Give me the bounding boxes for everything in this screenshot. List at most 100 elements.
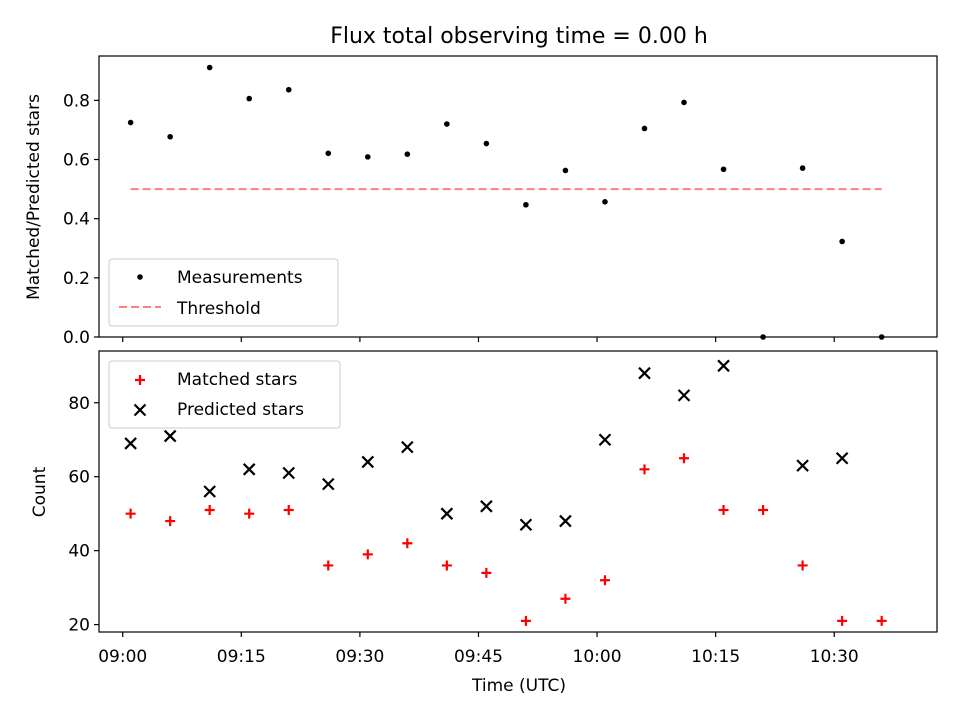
y-axis-ticks: 20 40 60 80	[68, 394, 99, 636]
predicted-stars-point	[242, 463, 256, 476]
y-tick-label: 60	[68, 468, 90, 488]
matched-stars-point	[204, 504, 215, 515]
y-tick-label: 40	[68, 542, 90, 562]
matched-stars-point	[758, 504, 769, 515]
star-count-marks	[124, 359, 887, 626]
measurements-point	[285, 86, 292, 93]
y-tick-label: 0.0	[63, 328, 90, 348]
matched-stars-point	[441, 560, 452, 571]
legend-marker-measurements	[137, 274, 143, 280]
y-tick-label: 0.6	[63, 151, 90, 171]
matched-stars-point	[599, 575, 610, 586]
matched-stars-point	[837, 615, 848, 626]
matched-stars-point	[639, 464, 650, 475]
measurements-point	[206, 64, 213, 71]
legend-x-icon	[133, 403, 147, 417]
measurements-point	[167, 133, 173, 140]
legend-marker-matched-stars	[135, 375, 145, 385]
predicted-stars-point	[480, 500, 493, 513]
plot-frame	[98, 350, 938, 633]
measurements-point	[641, 125, 648, 132]
predicted-stars-point	[677, 389, 691, 402]
predicted-stars-point	[124, 437, 137, 450]
measurements-point	[325, 150, 332, 157]
legend-label: Predicted stars	[177, 400, 304, 420]
matched-stars-point	[560, 593, 571, 604]
matched-stars-point	[876, 615, 887, 626]
matched-stars-point	[679, 453, 690, 464]
matched-stars-point	[244, 508, 255, 519]
predicted-stars-point	[598, 433, 612, 447]
measurements-point	[681, 99, 687, 106]
x-tick-label: 09:00	[98, 647, 147, 667]
predicted-stars-point	[835, 451, 849, 465]
y-axis-label: Count	[30, 466, 50, 517]
measurements-point	[246, 95, 253, 102]
legend-frame	[108, 360, 341, 429]
measurements-point	[404, 151, 411, 158]
matched-stars-point	[481, 567, 492, 578]
measurements-point	[720, 166, 727, 173]
predicted-stars-point	[401, 440, 414, 454]
x-tick-label: 10:30	[810, 647, 859, 667]
measurements-point	[562, 167, 569, 174]
y-tick-label: 0.2	[63, 269, 90, 289]
predicted-stars-point	[796, 459, 809, 472]
predicted-stars-point	[203, 485, 216, 498]
x-tick-label: 10:15	[691, 647, 740, 667]
y-tick-label: 80	[68, 394, 90, 414]
star-count-panel: 20 40 60 80 09:00 09:15 09:30 09:45 10:00 10:15 1…	[30, 350, 938, 696]
measurements-point	[444, 121, 450, 127]
measurements-point	[364, 154, 371, 160]
measurements-point	[799, 165, 806, 171]
matched-stars-point	[362, 549, 373, 560]
legend-label: Matched stars	[177, 370, 297, 390]
y-axis-ticks: 0.0 0.2 0.4 0.6 0.8	[63, 91, 99, 348]
chart-title: Flux total observing time = 0.00 h	[330, 24, 708, 49]
measurements-point	[483, 140, 490, 147]
flux-ratio-marks	[127, 64, 885, 340]
measurements-point	[127, 119, 134, 126]
predicted-stars-point	[163, 429, 177, 443]
flux-ratio-panel: Flux total observing time = 0.00 h 0.00.…	[24, 24, 938, 348]
measurements-point	[602, 199, 608, 205]
predicted-stars-point	[638, 366, 651, 380]
y-axis-label: Matched/Predicted stars	[24, 94, 44, 300]
y-tick-label: 0.4	[63, 210, 90, 230]
predicted-stars-point	[559, 514, 572, 528]
legend-label: Threshold	[176, 299, 261, 319]
predicted-stars-point	[321, 477, 335, 491]
predicted-stars-point	[519, 518, 533, 532]
matched-stars-point	[283, 504, 294, 515]
x-axis-ticks	[122, 337, 835, 342]
matched-stars-point	[797, 560, 808, 571]
y-tick-label: 20	[68, 616, 90, 636]
legend-label: Measurements	[177, 268, 303, 288]
matched-stars-point	[520, 615, 531, 626]
legend: Matched stars Predicted stars	[108, 360, 341, 429]
matched-stars-point	[165, 516, 176, 527]
legend-marker-predicted-stars	[133, 403, 147, 417]
measurements-point	[839, 238, 845, 245]
plot-frame	[98, 55, 938, 338]
predicted-stars-point	[717, 359, 730, 373]
matched-stars-point	[402, 538, 413, 549]
legend-plus-icon	[135, 375, 145, 385]
x-tick-label: 10:00	[573, 647, 622, 667]
measurements-point	[523, 201, 529, 208]
legend-dot-icon	[137, 274, 143, 280]
matched-stars-point	[125, 508, 136, 519]
legend-frame	[108, 258, 339, 327]
x-tick-label: 09:30	[335, 647, 384, 667]
predicted-stars-point	[440, 507, 454, 520]
y-tick-label: 0.8	[63, 91, 90, 111]
x-tick-label: 09:45	[454, 647, 503, 667]
predicted-stars-point	[282, 466, 296, 480]
legend: Measurements Threshold	[108, 258, 339, 327]
matched-stars-point	[323, 560, 334, 571]
matched-stars-point	[718, 504, 729, 515]
x-tick-label: 09:15	[217, 647, 266, 667]
x-axis-ticks: 09:00 09:15 09:30 09:45 10:00 10:15 10:30	[98, 632, 859, 667]
predicted-stars-point	[361, 455, 375, 469]
